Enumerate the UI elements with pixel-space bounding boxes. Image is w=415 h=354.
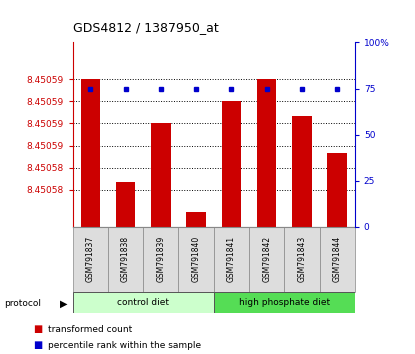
Bar — [81, 79, 100, 227]
Bar — [222, 101, 241, 227]
Text: GSM791842: GSM791842 — [262, 236, 271, 282]
Bar — [73, 227, 108, 292]
Bar — [116, 182, 135, 227]
Bar — [73, 292, 214, 313]
Bar — [178, 227, 214, 292]
Text: GSM791839: GSM791839 — [156, 236, 165, 282]
Bar — [143, 227, 178, 292]
Text: GSM791840: GSM791840 — [192, 236, 200, 282]
Text: high phosphate diet: high phosphate diet — [239, 298, 330, 307]
Text: GSM791844: GSM791844 — [333, 236, 342, 282]
Bar — [249, 227, 284, 292]
Text: GDS4812 / 1387950_at: GDS4812 / 1387950_at — [73, 21, 218, 34]
Bar — [186, 212, 206, 227]
Text: protocol: protocol — [4, 299, 41, 308]
Text: GSM791843: GSM791843 — [298, 236, 306, 282]
Bar — [151, 124, 171, 227]
Text: ■: ■ — [33, 324, 42, 334]
Text: ■: ■ — [33, 340, 42, 350]
Text: GSM791841: GSM791841 — [227, 236, 236, 282]
Bar — [108, 227, 143, 292]
Bar — [214, 292, 355, 313]
Bar — [284, 227, 320, 292]
Text: ▶: ▶ — [60, 298, 68, 308]
Text: transformed count: transformed count — [48, 325, 132, 334]
Bar — [327, 153, 347, 227]
Bar — [320, 227, 355, 292]
Text: GSM791837: GSM791837 — [86, 236, 95, 282]
Bar — [257, 79, 276, 227]
Bar — [292, 116, 312, 227]
Text: percentile rank within the sample: percentile rank within the sample — [48, 341, 201, 350]
Text: GSM791838: GSM791838 — [121, 236, 130, 282]
Bar — [214, 227, 249, 292]
Text: control diet: control diet — [117, 298, 169, 307]
